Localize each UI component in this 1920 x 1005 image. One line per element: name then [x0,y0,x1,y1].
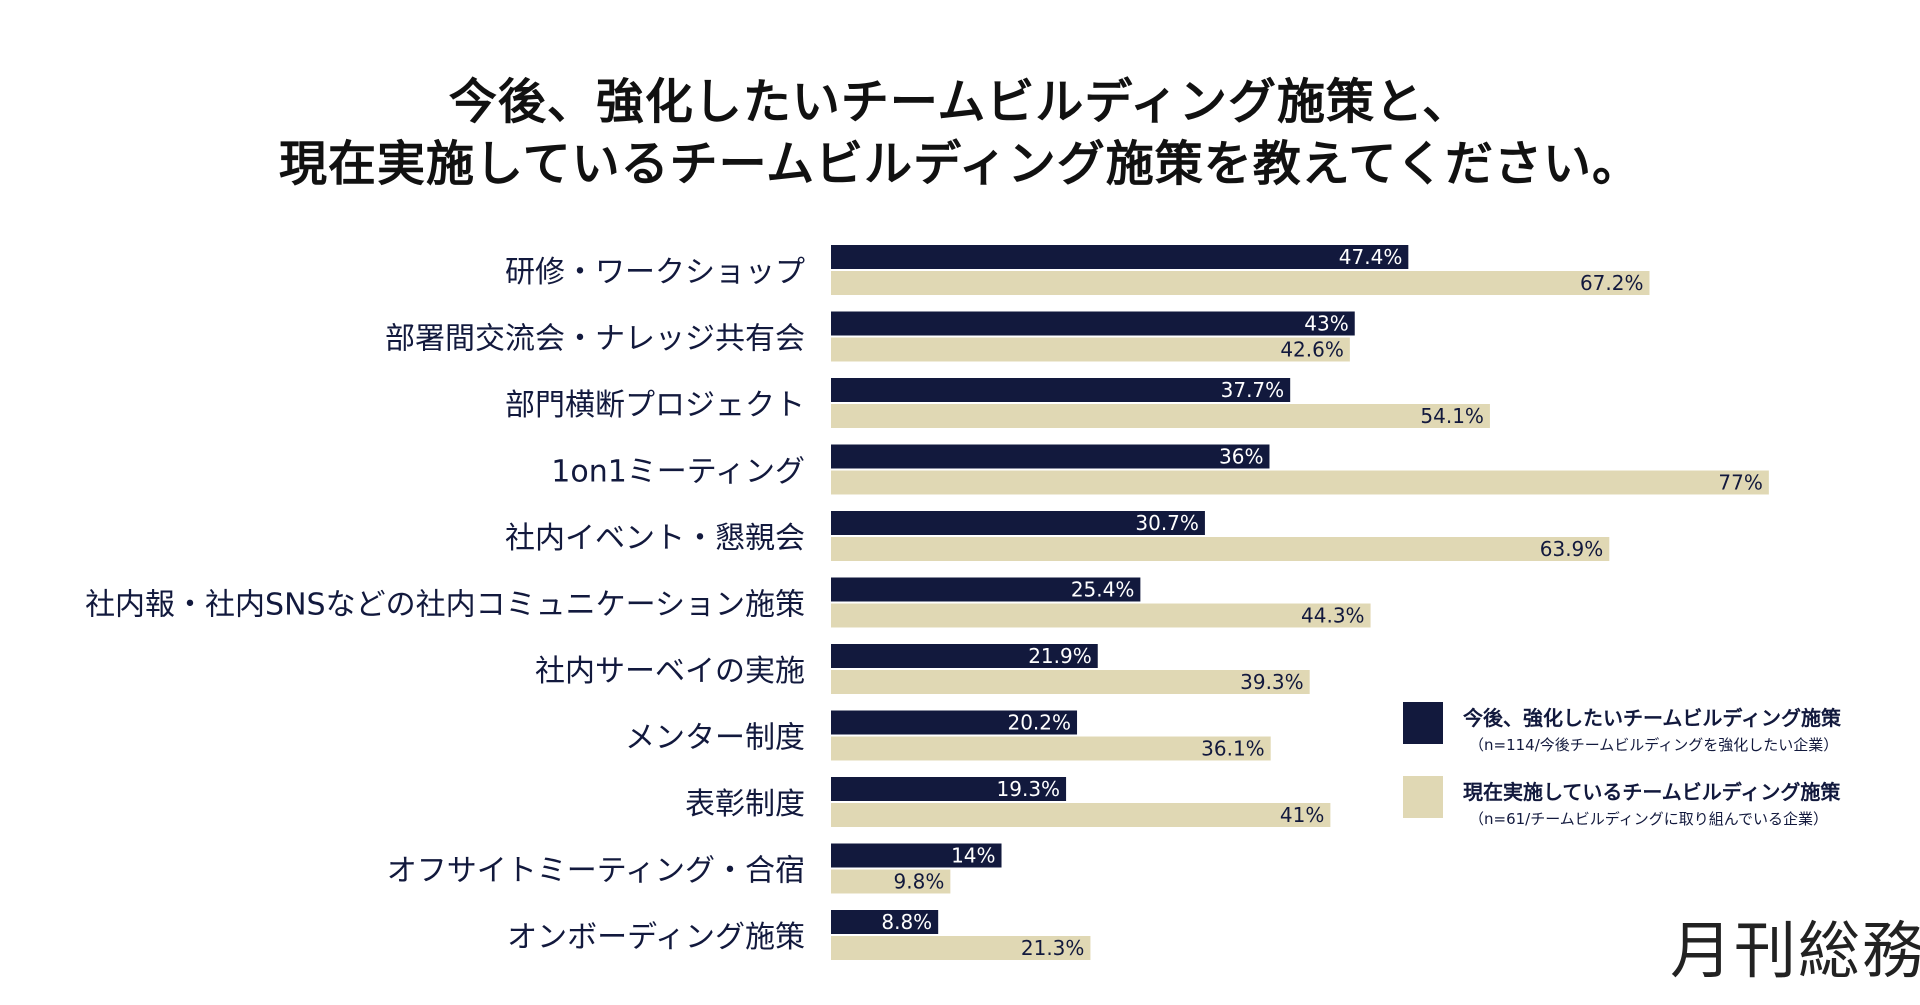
bar-series2 [831,936,1091,960]
bar-series1 [831,444,1270,469]
data-label: 63.9% [1540,537,1604,561]
bar-series2 [831,736,1271,761]
legend-swatch-series2 [1403,776,1443,818]
data-label: 9.8% [894,870,945,894]
logo: 月刊総務 [1670,914,1920,987]
legend-item-series2: 現在実施しているチームビルディング施策 （n=61/チームビルディングに取り組ん… [1403,776,1903,836]
category-label: オンボーディング施策 [507,920,805,955]
data-label: 14% [951,844,995,868]
data-label: 41% [1280,803,1324,827]
category-label: 研修・ワークショップ [505,255,805,290]
category-label: 表彰制度 [685,787,805,822]
bar-series1 [831,843,1002,868]
bar-series2 [831,404,1490,428]
data-label: 19.3% [997,777,1061,801]
data-label: 47.4% [1339,245,1403,269]
legend-item-series1: 今後、強化したいチームビルディング施策 （n=114/今後チームビルディングを強… [1403,702,1903,762]
bar-series1 [831,777,1067,801]
category-label: 社内サーベイの実施 [535,654,805,689]
bar-series2 [831,869,951,894]
category-label: 1on1ミーティング [551,455,805,490]
bar-series2 [831,470,1769,495]
chart-title-line-2: 現在実施しているチームビルディング施策を教えてください。 [279,136,1641,192]
bar-series1 [831,577,1141,602]
bar-series1 [831,644,1098,668]
data-label: 30.7% [1135,511,1199,535]
bar-series2 [831,537,1610,561]
data-label: 36.1% [1201,737,1265,761]
data-label: 20.2% [1007,711,1071,735]
data-label: 44.3% [1301,604,1365,628]
bar-series2 [831,670,1310,694]
category-label: 部門横断プロジェクト [505,388,805,423]
bar-series1 [831,311,1355,336]
data-label: 67.2% [1580,271,1644,295]
legend-note-series2: （n=61/チームビルディングに取り組んでいる企業） [1469,810,1828,828]
data-label: 25.4% [1071,578,1135,602]
legend-label-series2: 現在実施しているチームビルディング施策 [1463,780,1841,804]
bar-series2 [831,803,1331,827]
data-label: 42.6% [1280,338,1344,362]
data-label: 39.3% [1240,670,1304,694]
bar-series1 [831,378,1291,402]
legend-note-series1: （n=114/今後チームビルディングを強化したい企業） [1469,736,1839,754]
category-label: 部署間交流会・ナレッジ共有会 [385,322,805,357]
bar-series1 [831,245,1409,269]
category-label: 社内報・社内SNSなどの社内コミュニケーション施策 [85,588,805,623]
data-label: 8.8% [881,910,932,934]
bar-series2 [831,337,1350,362]
category-label: メンター制度 [625,721,805,756]
data-label: 21.3% [1021,936,1085,960]
bar-series1 [831,710,1078,735]
data-label: 37.7% [1221,378,1285,402]
bar-series2 [831,271,1650,295]
legend-swatch-series1 [1403,702,1443,744]
data-label: 54.1% [1420,404,1484,428]
bar-series1 [831,511,1205,535]
category-label: 社内イベント・懇親会 [505,521,805,556]
chart-title-line-1: 今後、強化したいチームビルディング施策と、 [448,74,1472,130]
data-label: 43% [1304,312,1348,336]
legend-label-series1: 今後、強化したいチームビルディング施策 [1463,706,1841,730]
bar-series2 [831,603,1371,628]
data-label: 36% [1219,445,1263,469]
category-label: オフサイトミーティング・合宿 [387,854,805,889]
bar-series1 [831,910,939,934]
data-label: 21.9% [1028,644,1092,668]
data-label: 77% [1718,471,1762,495]
